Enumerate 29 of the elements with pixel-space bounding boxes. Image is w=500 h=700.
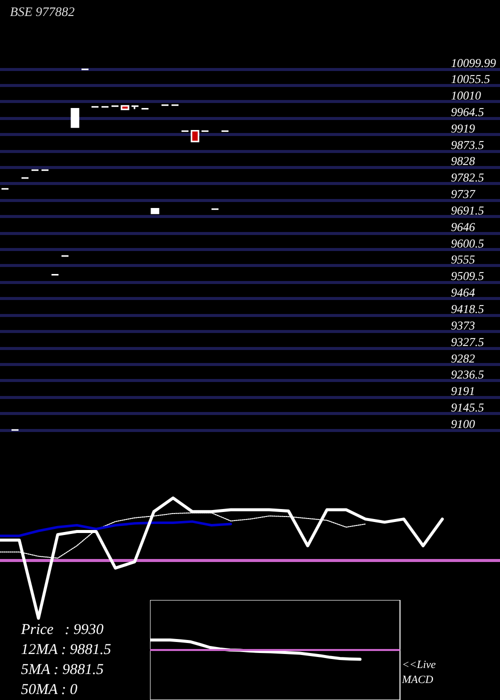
chart-title: BSE 977882 — [10, 4, 75, 20]
y-tick-label: 9100 — [451, 417, 475, 431]
y-tick-label: 9555 — [451, 252, 475, 267]
text: 50MA : 0 — [21, 682, 78, 699]
y-tick-label: 9373 — [451, 318, 475, 332]
y-tick-label: 9646 — [451, 220, 475, 234]
y-tick-label: 9828 — [451, 154, 475, 168]
y-tick-label: 9509.5 — [451, 269, 484, 284]
y-tick-label: 9873.5 — [451, 138, 484, 152]
y-tick-label: 9236.5 — [451, 368, 484, 382]
y-tick-label: 10099.99 — [451, 56, 496, 70]
y-tick-label: 9191 — [451, 384, 475, 398]
y-tick-label: 9919 — [451, 121, 475, 136]
y-tick-label: 9282 — [451, 351, 475, 366]
y-tick-label: 10055.5 — [451, 72, 490, 86]
y-tick-label: 9327.5 — [451, 334, 484, 349]
y-tick-label: 9964.5 — [451, 104, 484, 119]
y-tick-label: 9418.5 — [451, 302, 484, 316]
text: 12MA : 9881.5 — [21, 642, 112, 659]
y-tick-label: 9737 — [451, 187, 476, 202]
y-tick-label: 9782.5 — [451, 170, 484, 185]
text: <<Live MACD — [402, 658, 437, 688]
y-tick-label: 9691.5 — [451, 203, 484, 218]
text: Price : 9930 — [21, 622, 104, 639]
y-tick-label: 9464 — [451, 286, 475, 300]
y-tick-label: 9145.5 — [451, 400, 484, 415]
text: 5MA : 9881.5 — [21, 662, 104, 679]
y-tick-label: 10010 — [451, 88, 481, 102]
y-tick-label: 9600.5 — [451, 236, 484, 250]
